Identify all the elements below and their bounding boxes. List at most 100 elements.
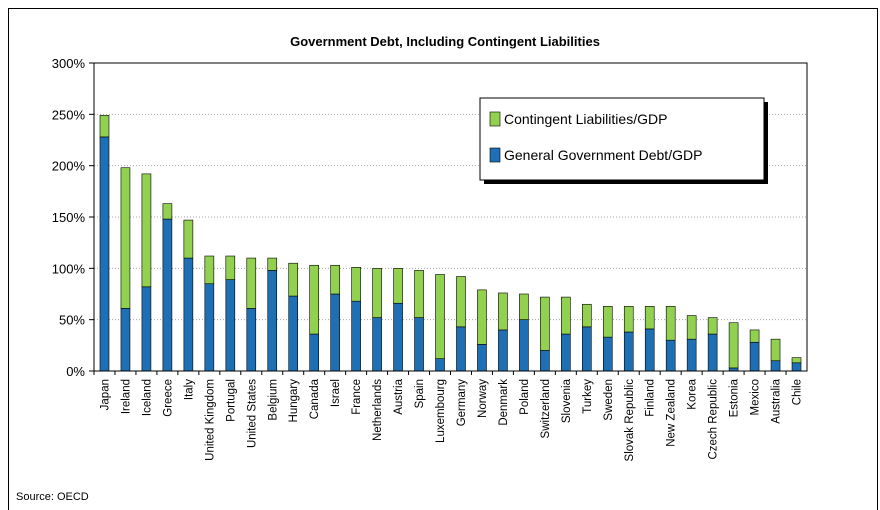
x-tick-label: Mexico — [750, 379, 762, 415]
bar-debt — [372, 317, 382, 372]
chart-frame — [8, 8, 878, 510]
bar-contingent — [602, 306, 613, 338]
bar-debt — [246, 308, 257, 372]
bar-debt — [540, 350, 550, 372]
bar-contingent — [561, 296, 571, 335]
bar-contingent — [540, 296, 550, 351]
x-tick-label: New Zealand — [666, 379, 678, 447]
x-tick-label: Czech Republic — [708, 379, 720, 460]
y-axis: 0% 50% 100% 150% 200% 250% 300% — [52, 56, 94, 379]
x-tick-label: Korea — [687, 378, 699, 409]
legend-label: Contingent Liabilities/GDP — [504, 111, 667, 127]
bar-debt — [791, 362, 802, 372]
bar-debt — [561, 333, 571, 372]
x-tick-label: Hungary — [288, 379, 300, 423]
bar-contingent — [749, 329, 760, 343]
bar-contingent — [393, 268, 403, 304]
legend-label: General Government Debt/GDP — [504, 147, 702, 163]
bar-debt — [288, 295, 299, 372]
bar-debt — [749, 341, 760, 372]
y-tick-label: 150% — [52, 210, 86, 225]
x-tick-label: Australia — [771, 378, 783, 423]
x-tick-label: United States — [246, 379, 258, 448]
bar-contingent — [498, 292, 508, 331]
x-tick-label: Iceland — [141, 379, 153, 416]
x-tick-label: Norway — [477, 379, 489, 418]
y-tick-label: 0% — [66, 364, 85, 379]
bar-contingent — [728, 322, 739, 369]
bar-contingent — [246, 257, 257, 309]
x-tick-label: Japan — [99, 379, 111, 410]
bar-contingent — [623, 306, 634, 333]
bar-contingent — [372, 268, 382, 318]
bar-debt — [393, 302, 403, 372]
bar-contingent — [351, 267, 361, 302]
bar-contingent — [414, 270, 424, 318]
bar-debt — [477, 344, 487, 372]
bar-debt — [435, 358, 445, 372]
bar-contingent — [582, 303, 592, 328]
legend: Contingent Liabilities/GDP General Govern… — [479, 97, 768, 184]
bar-debt — [351, 300, 361, 372]
x-tick-label: Estonia — [729, 378, 741, 417]
x-tick-label: Luxembourg — [435, 379, 447, 443]
x-tick-label: Germany — [456, 379, 468, 427]
bar-debt — [330, 293, 340, 372]
bar-debt — [99, 136, 110, 372]
x-tick-label: Austria — [393, 378, 405, 414]
bar-debt — [644, 328, 655, 372]
bar-contingent — [435, 274, 445, 359]
bar-contingent — [644, 306, 655, 330]
bar-debt — [456, 326, 466, 372]
bar-contingent — [309, 264, 319, 335]
x-tick-label: Portugal — [225, 379, 237, 422]
chart-title: Government Debt, Including Contingent Li… — [290, 34, 600, 49]
x-tick-label: Netherlands — [372, 379, 384, 441]
source-note: Source: OECD — [16, 491, 89, 503]
bar-contingent — [141, 173, 152, 288]
x-tick-label: Turkey — [582, 379, 594, 414]
bar-debt — [141, 286, 152, 372]
x-tick-label: United Kingdom — [204, 379, 216, 461]
x-tick-label: Slovenia — [561, 378, 573, 423]
bar-contingent — [120, 167, 131, 309]
bar-contingent — [99, 115, 110, 138]
x-tick-label: Finland — [645, 379, 657, 417]
x-tick-label: Denmark — [498, 379, 510, 426]
bar-contingent — [791, 357, 802, 364]
legend-swatch — [489, 111, 501, 127]
legend-box — [479, 97, 765, 181]
bar-debt — [414, 317, 424, 372]
bar-contingent — [456, 276, 466, 328]
bar-contingent — [204, 255, 215, 285]
bars — [99, 115, 802, 372]
bar-debt — [183, 257, 194, 372]
legend-swatch — [489, 147, 501, 163]
bar-contingent — [519, 293, 529, 320]
x-tick-label: Chile — [792, 379, 804, 405]
x-tick-label: Sweden — [603, 379, 615, 421]
y-tick-label: 200% — [52, 159, 86, 174]
bar-contingent — [665, 306, 676, 341]
bar-contingent — [477, 289, 487, 345]
bar-contingent — [183, 219, 194, 259]
x-tick-label: Spain — [414, 379, 426, 408]
bar-debt — [602, 336, 613, 372]
x-tick-label: Ireland — [120, 379, 132, 414]
x-tick-label: Belgium — [267, 379, 279, 421]
y-tick-label: 300% — [52, 56, 86, 71]
bar-debt — [623, 331, 634, 372]
x-tick-label: Italy — [183, 379, 195, 400]
bar-contingent — [707, 317, 718, 335]
y-tick-label: 250% — [52, 107, 86, 122]
x-tick-label: Canada — [309, 378, 321, 419]
bar-debt — [225, 279, 236, 372]
x-axis: Japan Ireland Iceland Greece Italy United Kin… — [93, 371, 804, 461]
bar-debt — [162, 218, 173, 372]
bar-contingent — [225, 255, 236, 280]
bar-contingent — [330, 264, 340, 295]
bar-debt — [498, 329, 508, 372]
bar-debt — [309, 333, 319, 372]
x-tick-label: Switzerland — [540, 379, 552, 438]
